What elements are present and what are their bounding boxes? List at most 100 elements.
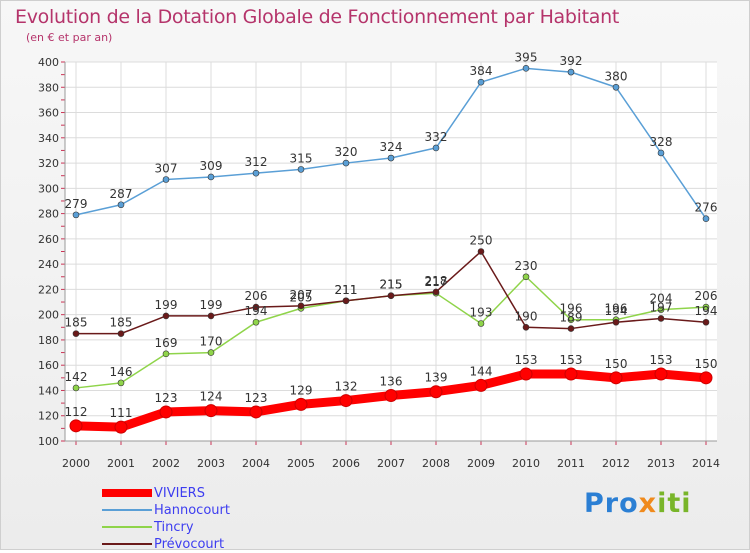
data-point — [297, 166, 305, 173]
legend-swatch — [102, 526, 152, 528]
data-point — [204, 404, 218, 418]
y-tick-label: 360 — [38, 107, 59, 120]
data-label: 146 — [110, 365, 133, 379]
data-label: 309 — [200, 159, 223, 173]
data-point — [612, 83, 620, 91]
data-label: 124 — [200, 390, 223, 404]
data-point — [522, 273, 530, 281]
data-point — [429, 385, 443, 399]
data-point — [567, 316, 575, 324]
data-point — [72, 330, 80, 337]
data-label: 194 — [605, 304, 628, 318]
data-label: 215 — [380, 278, 403, 292]
y-tick-label: 320 — [38, 157, 59, 170]
data-label: 276 — [695, 201, 718, 215]
data-label: 279 — [65, 197, 88, 211]
data-label: 215 — [380, 278, 403, 292]
data-label: 196 — [605, 302, 628, 316]
legend-swatch — [102, 543, 152, 545]
data-label: 250 — [470, 234, 493, 248]
data-label: 123 — [245, 391, 268, 405]
data-point — [387, 154, 395, 162]
data-label: 185 — [65, 316, 88, 330]
data-label: 185 — [110, 316, 133, 330]
data-point — [207, 349, 215, 356]
data-label: 153 — [650, 353, 673, 367]
data-point — [252, 318, 260, 326]
chart-title: Evolution de la Dotation Globale de Fonc… — [15, 6, 620, 28]
data-label: 204 — [650, 292, 673, 306]
legend-label: Tincry — [154, 520, 194, 535]
data-point — [657, 149, 665, 157]
data-label: 170 — [200, 335, 223, 349]
data-point — [387, 292, 395, 300]
data-label: 211 — [335, 283, 358, 297]
x-tick-label: 2008 — [422, 457, 450, 470]
data-label: 206 — [695, 289, 718, 303]
data-point — [522, 65, 530, 72]
data-label: 207 — [290, 288, 313, 302]
data-point — [69, 419, 83, 433]
legend-label: VIVIERS — [154, 486, 205, 501]
y-tick-label: 380 — [38, 81, 59, 94]
y-tick-label: 260 — [38, 233, 59, 246]
y-tick-label: 220 — [38, 283, 59, 296]
data-label: 150 — [605, 357, 628, 371]
x-tick-label: 2012 — [602, 457, 630, 470]
data-label: 307 — [155, 161, 178, 175]
data-point — [249, 405, 263, 419]
data-point — [612, 318, 620, 326]
x-tick-label: 2004 — [242, 457, 270, 470]
data-label: 315 — [290, 151, 313, 165]
data-point — [477, 248, 485, 255]
data-point — [432, 144, 440, 152]
y-tick-label: 280 — [38, 208, 59, 221]
data-point — [384, 389, 398, 403]
data-point — [699, 371, 713, 385]
data-label: 312 — [245, 155, 268, 169]
y-tick-label: 160 — [38, 359, 59, 372]
x-tick-label: 2007 — [377, 457, 405, 470]
data-label: 199 — [200, 298, 223, 312]
data-point — [117, 379, 125, 387]
data-label: 395 — [515, 50, 538, 64]
data-point — [474, 378, 488, 392]
x-tick-label: 2002 — [152, 457, 180, 470]
data-point — [609, 371, 623, 385]
data-label: 129 — [290, 383, 313, 397]
data-point — [159, 405, 173, 419]
y-tick-label: 120 — [38, 410, 59, 423]
data-point — [207, 173, 215, 181]
data-label: 197 — [650, 300, 673, 314]
data-label: 153 — [515, 353, 538, 367]
proxiti-logo: Proxiti — [584, 488, 692, 519]
chart-subtitle: (en € et par an) — [26, 31, 113, 44]
data-point — [654, 367, 668, 381]
data-point — [162, 312, 170, 320]
data-point — [162, 176, 170, 183]
data-label: 324 — [380, 140, 403, 154]
data-label: 111 — [110, 406, 133, 420]
data-label: 230 — [515, 259, 538, 273]
data-point — [117, 330, 125, 337]
data-label: 144 — [470, 364, 493, 378]
legend-label: Prévocourt — [154, 537, 225, 552]
data-label: 190 — [515, 309, 538, 323]
data-label: 139 — [425, 371, 448, 385]
data-label: 199 — [155, 298, 178, 312]
data-point — [342, 159, 350, 167]
data-point — [702, 215, 710, 222]
data-point — [657, 315, 665, 322]
data-label: 193 — [470, 306, 493, 320]
data-point — [702, 303, 710, 311]
data-label: 218 — [425, 274, 448, 288]
data-point — [564, 367, 578, 381]
x-tick-label: 2000 — [62, 457, 90, 470]
y-tick-label: 240 — [38, 258, 59, 271]
y-tick-label: 200 — [38, 309, 59, 322]
data-label: 206 — [245, 289, 268, 303]
data-label: 217 — [425, 275, 448, 289]
data-label: 196 — [560, 302, 583, 316]
data-label: 194 — [695, 304, 718, 318]
